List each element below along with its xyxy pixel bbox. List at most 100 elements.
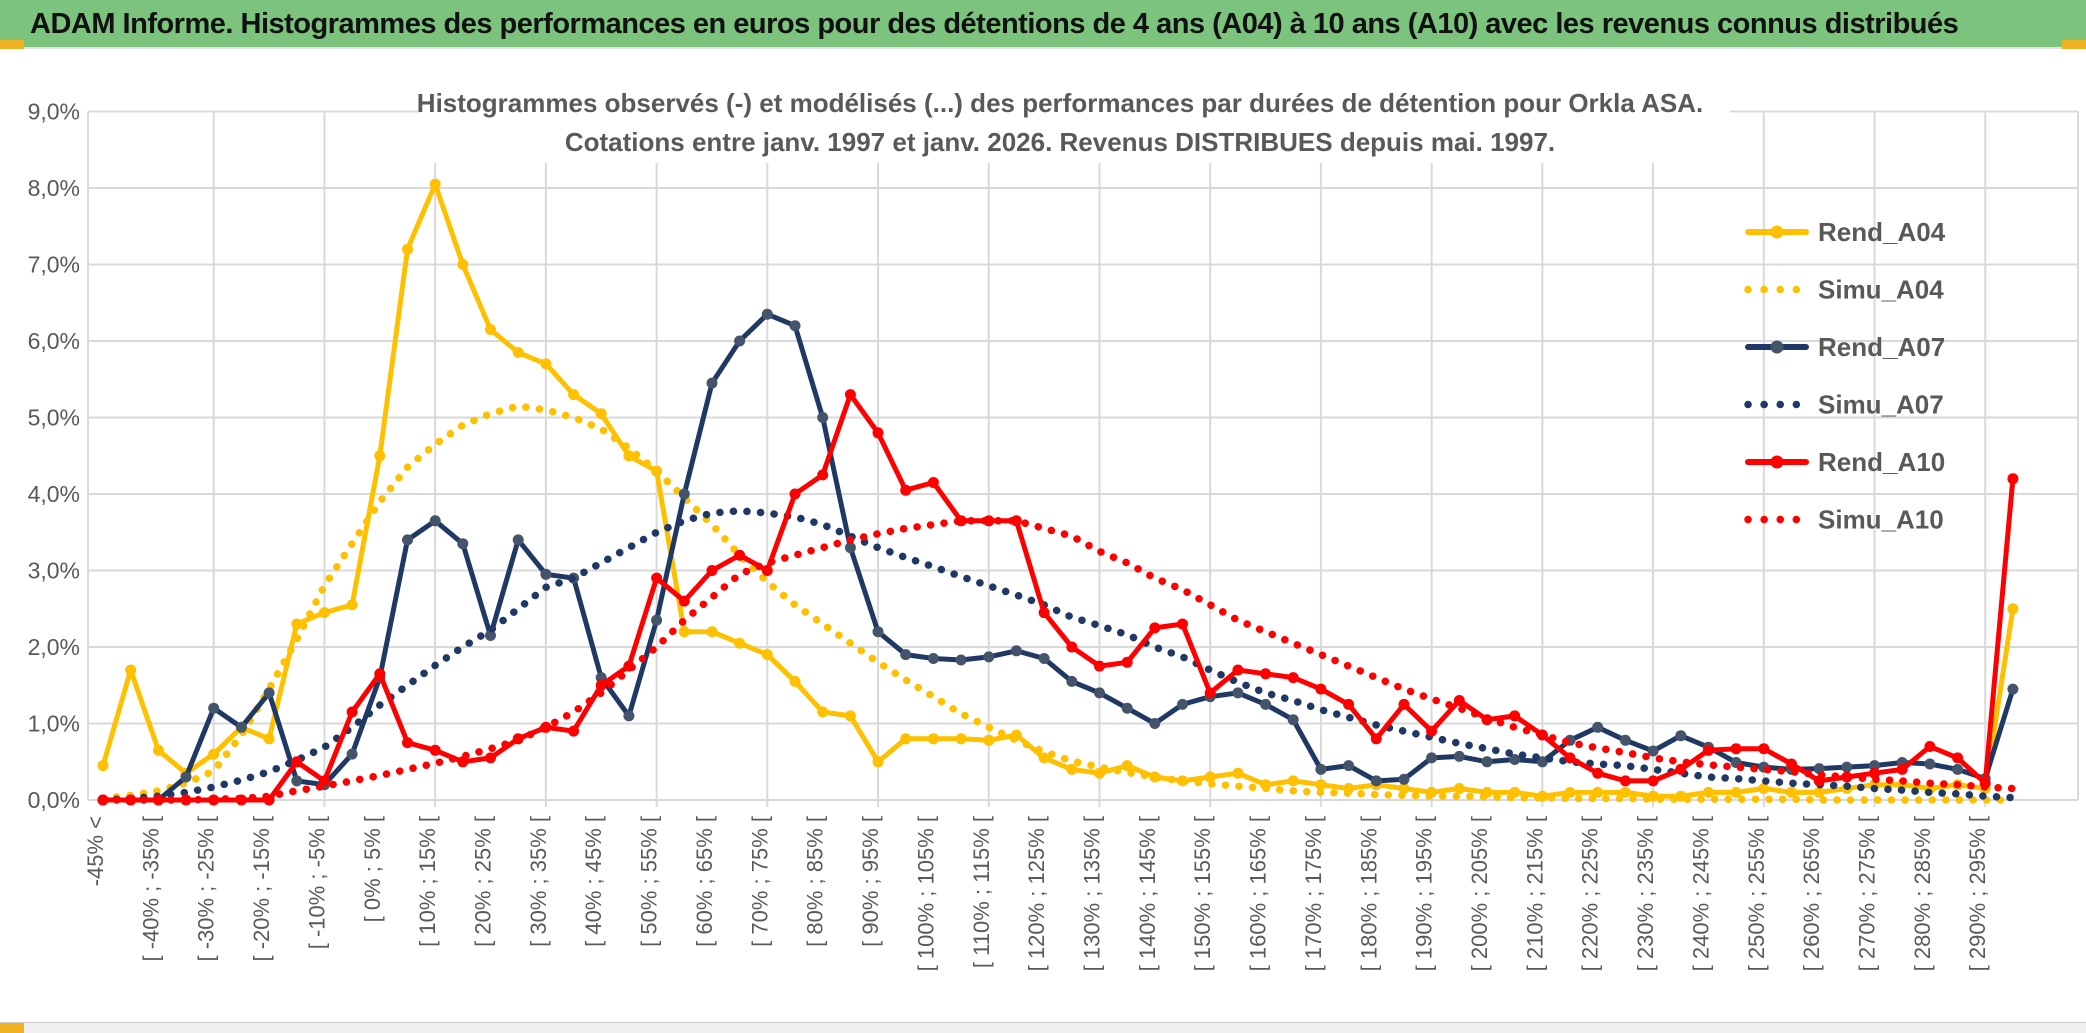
data-point-marker: [1066, 675, 1078, 687]
data-point-marker: [1481, 756, 1493, 768]
data-point-marker: [1010, 645, 1022, 657]
data-point-marker: [208, 702, 220, 714]
data-point-marker: [374, 668, 386, 680]
data-point-marker: [1786, 758, 1797, 770]
report-header-bar: ADAM Informe. Histogrammes des performan…: [0, 0, 2086, 55]
data-point-marker: [1121, 760, 1133, 772]
y-tick-label: 8,0%: [28, 175, 80, 201]
data-point-marker: [706, 565, 718, 576]
data-point-marker: [844, 710, 856, 722]
data-point-marker: [983, 651, 995, 663]
data-point-marker: [263, 733, 275, 745]
data-point-marker: [678, 488, 690, 500]
data-point-marker: [706, 377, 718, 389]
series-line: [100, 181, 2016, 799]
data-point-marker: [1398, 783, 1410, 794]
title-backdrop: [420, 81, 1730, 163]
data-point-marker: [651, 614, 663, 626]
data-point-marker: [152, 744, 164, 756]
x-tick-label: [ 160% ; 165% [: [1246, 816, 1271, 971]
data-point-marker: [1204, 687, 1216, 699]
legend-label: Rend_A10: [1818, 447, 1945, 477]
legend-item-Rend_A10: Rend_A10: [1745, 447, 1945, 477]
data-point-marker: [1232, 687, 1244, 699]
legend-label: Simu_A04: [1818, 275, 1944, 305]
data-point-marker: [1177, 698, 1188, 710]
data-point-marker: [706, 626, 718, 638]
data-point-marker: [1730, 743, 1742, 755]
data-point-marker: [1592, 767, 1604, 779]
data-point-marker: [1343, 698, 1355, 710]
x-tick-label: [ 180% ; 185% [: [1356, 816, 1381, 971]
x-axis-labels: -45% < [ -40% ; -35% [[ -30% ; -25% [[ -2…: [83, 816, 1990, 971]
data-point-marker: [1094, 687, 1105, 699]
x-tick-label: [ 240% ; 245% [: [1688, 816, 1713, 971]
data-point-marker: [402, 243, 413, 255]
y-tick-label: 0,0%: [28, 787, 80, 813]
series-Simu_A07: [99, 507, 2017, 804]
data-point-marker: [844, 542, 856, 554]
x-tick-label: [ 170% ; 175% [: [1301, 816, 1326, 971]
series-line: [103, 392, 2016, 803]
data-point-marker: [1315, 763, 1327, 775]
data-point-marker: [817, 469, 829, 481]
data-point-marker: [761, 649, 773, 661]
legend-swatch-marker: [1770, 340, 1784, 354]
data-point-marker: [429, 515, 441, 527]
y-axis-labels: 9,0% 8,0% 7,0% 6,0% 5,0% 4,0% 3,0% 2,0% 1,0% 0,0%: [28, 99, 80, 814]
data-point-marker: [1730, 786, 1742, 798]
data-point-marker: [1121, 702, 1133, 714]
data-point-marker: [761, 565, 773, 576]
x-tick-label: [ -40% ; -35% [: [138, 816, 163, 962]
performance-histogram-chart[interactable]: Histogrammes observés (-) et modélisés (…: [0, 49, 2086, 1022]
data-point-marker: [180, 771, 192, 783]
x-tick-label: [ -10% ; -5% [: [304, 816, 329, 949]
x-tick-label: [ 140% ; 145% [: [1135, 816, 1160, 971]
x-tick-label: [ -30% ; -25% [: [194, 816, 219, 962]
data-point-marker: [1592, 721, 1604, 733]
data-point-marker: [512, 347, 524, 358]
data-point-marker: [402, 534, 413, 546]
data-point-marker: [651, 572, 663, 584]
data-point-marker: [1869, 760, 1880, 772]
data-point-marker: [1564, 786, 1576, 798]
chart-legend: Rend_A04 Simu_A04 Rend_A07 Simu_A07 Rend_A10…: [1744, 217, 1946, 535]
x-tick-label: [ 230% ; 235% [: [1633, 816, 1658, 971]
data-point-marker: [1536, 756, 1548, 768]
data-point-marker: [457, 259, 469, 270]
y-tick-label: 4,0%: [28, 481, 80, 507]
data-point-marker: [1702, 744, 1714, 756]
data-point-marker: [872, 756, 884, 768]
data-point-marker: [318, 775, 330, 787]
x-tick-label: [ 80% ; 85% [: [803, 816, 828, 947]
data-point-marker: [1149, 622, 1161, 634]
data-point-marker: [595, 672, 607, 684]
x-tick-label: [ -20% ; -15% [: [249, 816, 274, 962]
data-point-marker: [1038, 607, 1050, 619]
data-point-marker: [1453, 695, 1465, 706]
legend-swatch-marker: [1770, 225, 1784, 239]
legend-item-Rend_A07: Rend_A07: [1745, 332, 1945, 362]
data-point-marker: [761, 308, 773, 320]
data-point-marker: [1426, 725, 1438, 737]
data-point-marker: [955, 733, 967, 745]
data-point-marker: [1952, 763, 1964, 775]
y-tick-label: 6,0%: [28, 328, 80, 354]
y-tick-label: 7,0%: [28, 252, 80, 278]
data-point-marker: [1786, 786, 1797, 798]
x-tick-label: [ 210% ; 215% [: [1522, 816, 1547, 971]
data-point-marker: [2007, 603, 2019, 615]
data-point-marker: [927, 733, 939, 745]
data-point-marker: [817, 706, 829, 718]
data-point-marker: [1177, 618, 1188, 630]
data-point-marker: [789, 488, 801, 500]
legend-item-Simu_A04: Simu_A04: [1744, 275, 1944, 305]
legend-item-Simu_A10: Simu_A10: [1744, 505, 1944, 535]
data-point-marker: [1453, 750, 1465, 762]
data-point-marker: [1287, 672, 1299, 684]
data-point-marker: [900, 649, 912, 661]
data-point-marker: [1841, 761, 1853, 773]
data-point-marker: [678, 626, 690, 638]
x-tick-label: [ 280% ; 285% [: [1910, 816, 1935, 971]
data-point-marker: [1038, 752, 1050, 764]
